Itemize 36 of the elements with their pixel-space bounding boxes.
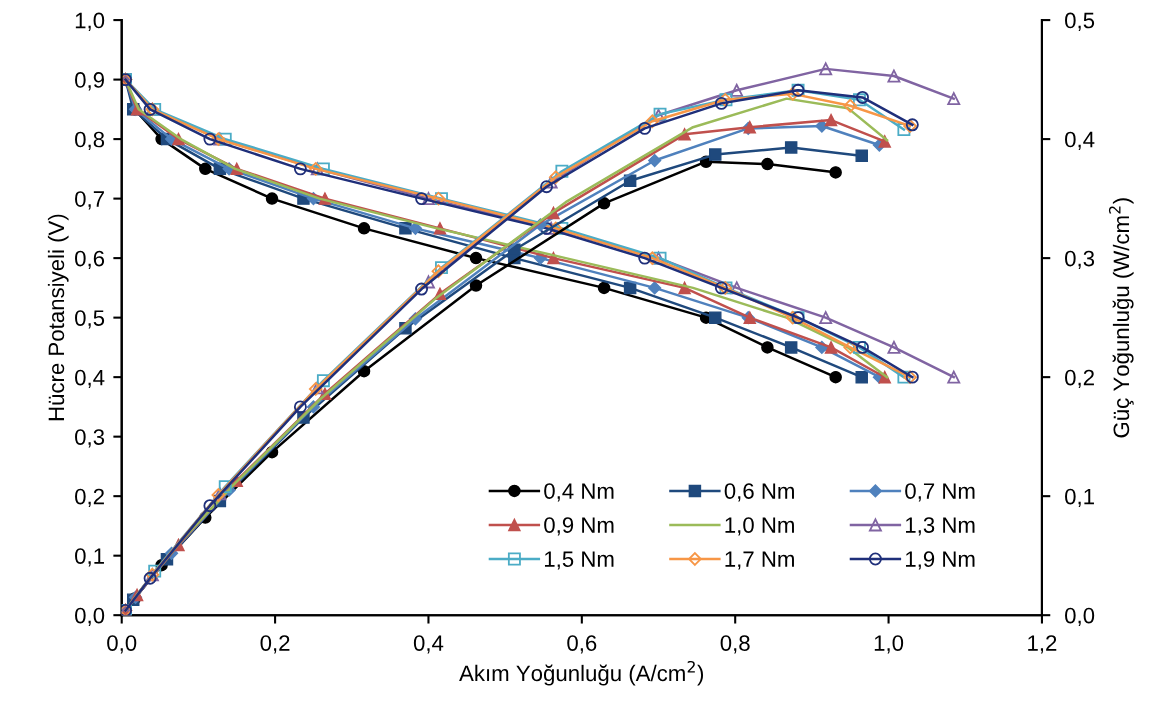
y-tick-label: 0,8	[75, 131, 105, 150]
y-axis-title: Hücre Potansiyeli (V)	[47, 214, 69, 421]
y2-tick-label: 0,4	[1065, 131, 1095, 150]
y-tick-label: 0,5	[75, 310, 105, 329]
legend-label: 1,5 Nm	[544, 551, 614, 570]
y-tick-label: 0,3	[75, 429, 105, 448]
legend-label: 0,9 Nm	[544, 517, 614, 536]
legend-label: 1,7 Nm	[725, 551, 794, 570]
y-tick-label: 0,0	[75, 607, 105, 627]
y-tick-label: 0,1	[75, 548, 104, 567]
legend-label: 1,0 Nm	[725, 517, 794, 536]
y2-tick-label: 0,1	[1065, 488, 1094, 508]
x-tick-label: 0,8	[720, 635, 750, 654]
y-tick-label: 0,4	[75, 369, 105, 389]
x-tick-label: 1,0	[874, 635, 904, 654]
y2-axis-title: Güç Yoğunluğu (W/cm$^{2}$)	[1108, 198, 1134, 438]
legend-label: 0,7 Nm	[905, 483, 975, 502]
legend-label: 0,4 Nm	[544, 483, 614, 502]
y-tick-label: 0,6	[75, 250, 105, 270]
legend-label: 1,3 Nm	[906, 517, 975, 536]
y2-tick-label: 0,5	[1065, 12, 1095, 31]
y2-tick-label: 0,3	[1065, 250, 1095, 270]
x-tick-label: 1,2	[1028, 635, 1057, 654]
y-tick-label: 0,2	[75, 488, 104, 508]
y-tick-label: 0,7	[75, 191, 104, 210]
x-axis-title: Akım Yoğunluğu (A/cm$^{2}$)	[459, 660, 704, 686]
y-tick-label: 0,9	[75, 72, 104, 91]
x-tick-label: 0,0	[107, 635, 137, 654]
y-tick-label: 1,0	[75, 12, 105, 31]
x-tick-label: 0,2	[260, 635, 290, 654]
x-tick-label: 0,4	[413, 635, 444, 654]
legend-label: 1,9 Nm	[906, 551, 975, 570]
y2-tick-label: 0,0	[1065, 607, 1095, 627]
x-tick-label: 0,6	[567, 635, 597, 654]
legend-label: 0,6 Nm	[724, 483, 794, 502]
y2-tick-label: 0,2	[1065, 369, 1094, 389]
